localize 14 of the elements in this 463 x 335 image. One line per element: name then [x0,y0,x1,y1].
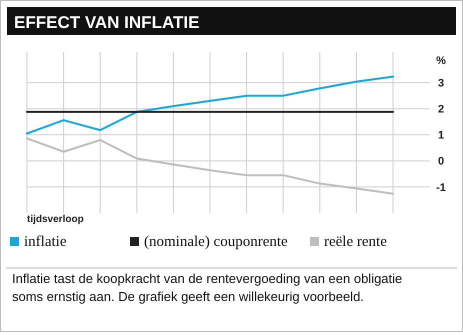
y-tick-label: 3 [438,78,444,90]
line-series [26,76,394,134]
y-tick-label: 2 [438,104,444,116]
legend-label: (nominale) couponrente [144,234,288,250]
text: Inflatie tast de koopkracht van de rentevergoeding van een obligatie soms ernstig aan. De grafiek geeft een willekeurig voorbeeld. [12,271,402,304]
chart-title: EFFECT VAN INFLATIE [14,13,200,32]
legend-label: reële rente [324,234,388,250]
y-axis-title: % [436,55,446,67]
x-axis-title: tijdsverloop [27,214,84,225]
legend-label: inflatie [24,234,67,250]
y-tick-label: 0 [438,156,444,168]
y-tick-label: -1 [436,182,446,194]
y-tick-label: 1 [438,130,444,142]
line-series [26,137,394,195]
